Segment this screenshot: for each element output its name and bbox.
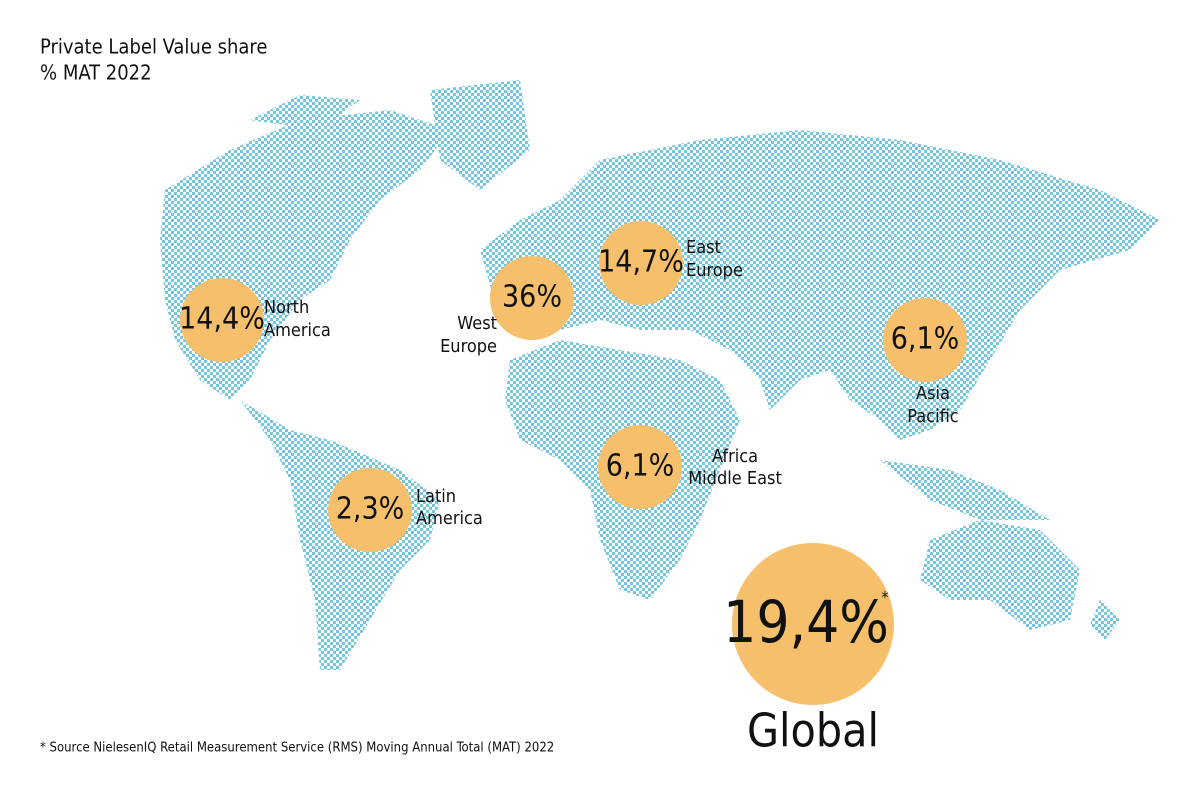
footnote: * Source NielesenIQ Retail Measurement S… <box>40 741 554 756</box>
global-label: Global <box>747 704 879 758</box>
region-bubble <box>598 425 682 509</box>
region-name: North <box>264 297 309 318</box>
region-bubble <box>180 278 264 362</box>
region-asia-pacific: 6,1% Asia Pacific <box>883 298 967 427</box>
global: 19,4% * Global <box>723 543 894 758</box>
global-value: 19,4% <box>723 588 889 656</box>
region-name: Asia <box>916 383 950 404</box>
region-value: 14,7% <box>598 245 684 280</box>
region-name: West <box>457 313 497 334</box>
region-bubble <box>490 256 574 340</box>
region-name: Pacific <box>907 406 958 427</box>
region-bubble <box>883 298 967 382</box>
region-value: 2,3% <box>336 492 405 527</box>
region-value: 36% <box>502 280 562 315</box>
region-name: East <box>686 237 721 258</box>
region-bubble <box>599 221 683 305</box>
region-bubble <box>328 468 412 552</box>
region-name: America <box>416 508 483 529</box>
region-north-america: 14,4% North America <box>179 278 331 362</box>
global-bubble <box>732 543 894 705</box>
region-name: Europe <box>440 336 497 357</box>
region-name: America <box>264 320 331 341</box>
subtitle: % MAT 2022 <box>40 61 152 85</box>
world-map <box>160 80 1160 670</box>
region-africa-middle-east: 6,1% Africa Middle East <box>598 425 782 509</box>
region-west-europe: 36% West Europe <box>440 256 574 357</box>
title: Private Label Value share <box>40 35 267 59</box>
region-name: Latin <box>416 486 456 507</box>
region-east-europe: 14,7% East Europe <box>598 221 743 305</box>
region-value: 6,1% <box>606 449 675 484</box>
region-latin-america: 2,3% Latin America <box>328 468 483 552</box>
region-name: Middle East <box>688 468 782 489</box>
region-value: 6,1% <box>891 322 960 357</box>
region-value: 14,4% <box>179 302 265 337</box>
global-marker: * <box>881 588 888 607</box>
region-name: Africa <box>712 446 758 467</box>
region-name: Europe <box>686 260 743 281</box>
